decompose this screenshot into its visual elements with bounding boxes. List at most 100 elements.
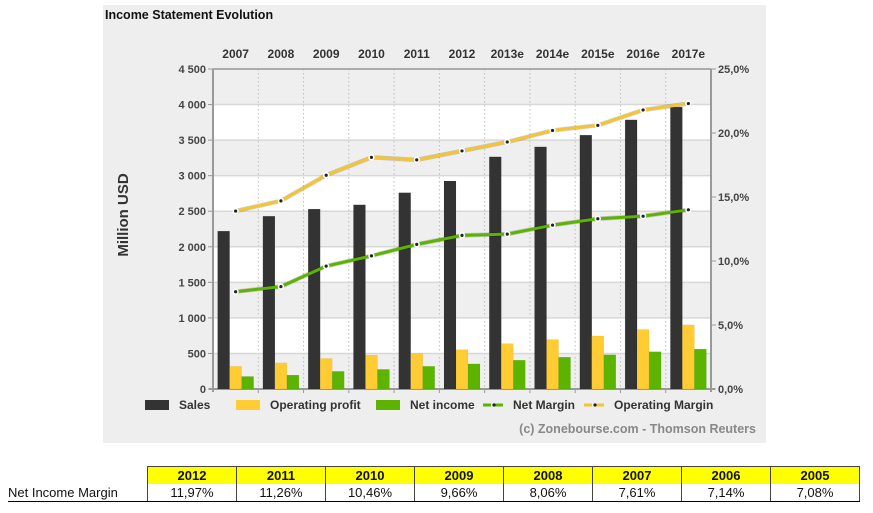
- table-corner: [8, 466, 148, 484]
- legend-swatch-dot-net-margin: [492, 403, 496, 407]
- margin-cell: 9,66%: [414, 484, 504, 502]
- operating-margin-point-dot: [279, 199, 283, 203]
- table-header-row: 2012 2011 2010 2009 2008 2007 2006 2005: [8, 466, 860, 484]
- x-tick-label: 2009: [313, 47, 340, 61]
- net-margin-point-dot: [279, 285, 283, 289]
- net-margin-point-dot: [415, 242, 419, 246]
- y2-tick-label: 15,0%: [718, 192, 749, 204]
- y-axis-label: Million USD: [115, 173, 132, 256]
- operating-margin-point-dot: [550, 128, 555, 133]
- y-tick-label: 4 500: [178, 64, 206, 76]
- operating-profit-bar: [591, 335, 605, 390]
- sales-bar: [670, 106, 683, 390]
- operating-margin-point-dot: [415, 158, 419, 162]
- operating-profit-bar: [455, 349, 469, 390]
- operating-profit-bar: [682, 324, 695, 390]
- y2-tick-label: 5,0%: [718, 320, 743, 332]
- legend-swatch-operating-profit: [236, 400, 260, 410]
- x-tick-label: 2013e: [491, 47, 525, 61]
- sales-bar: [443, 180, 457, 390]
- operating-profit-bar: [319, 358, 333, 390]
- sales-bar: [353, 204, 366, 390]
- y-axis-left-ticks: 0 500 1 000 1 500 2 000 2 500 3 000 3 500 4 000 4…: [178, 64, 213, 396]
- net-margin-point-dot: [234, 290, 238, 294]
- margin-cell: 10,46%: [325, 484, 415, 502]
- operating-margin-point-dot: [641, 108, 645, 112]
- chart-canvas: Income Statement Evolution 2007 2008 2009 2…: [105, 8, 756, 436]
- x-tick-label: 2010: [358, 47, 385, 61]
- operating-margin-point-dot: [234, 209, 238, 213]
- operating-profit-bar: [546, 339, 559, 390]
- year-header: 2012: [147, 466, 237, 484]
- net-margin-point-dot: [641, 214, 645, 218]
- chart-title: Income Statement Evolution: [105, 8, 273, 22]
- operating-profit-bar: [274, 362, 288, 390]
- sales-bar: [624, 119, 638, 390]
- net-income-bar: [286, 374, 300, 390]
- legend-label-sales: Sales: [179, 398, 211, 412]
- x-axis-ticks: 2007 2008 2009 2010 2011 2012 2013e 2014e 2015e 2…: [222, 47, 705, 61]
- sales-bar: [262, 215, 276, 390]
- operating-margin-point-dot: [505, 140, 509, 144]
- net-income-bar: [331, 371, 345, 390]
- margin-cell: 11,26%: [236, 484, 326, 502]
- net-income-bar: [422, 366, 435, 390]
- net-margin-point-dot: [460, 233, 464, 237]
- operating-profit-bar: [636, 329, 650, 390]
- sales-bar: [534, 146, 547, 390]
- legend-label-operating-margin: Operating Margin: [614, 398, 713, 412]
- x-tick-label: 2008: [268, 47, 295, 61]
- operating-profit-bar: [229, 366, 242, 390]
- net-margin-point-dot: [369, 254, 374, 258]
- net-income-bar: [513, 359, 526, 390]
- legend-label-net-margin: Net Margin: [513, 398, 575, 412]
- y2-tick-label: 25,0%: [718, 64, 749, 76]
- x-tick-label: 2016e: [626, 47, 660, 61]
- year-header: 2009: [414, 466, 504, 484]
- margin-cell: 8,06%: [503, 484, 593, 502]
- table-row: Net Income Margin 11,97% 11,26% 10,46% 9…: [8, 484, 860, 502]
- x-tick-label: 2014e: [536, 47, 570, 61]
- net-income-margin-table: 2012 2011 2010 2009 2008 2007 2006 2005 …: [8, 466, 860, 502]
- net-income-bar: [694, 348, 707, 390]
- y2-tick-label: 20,0%: [718, 128, 749, 140]
- y-axis-right-ticks: 0,0% 5,0% 10,0% 15,0% 20,0% 25,0%: [711, 64, 749, 396]
- year-header: 2008: [503, 466, 593, 484]
- net-income-bar: [603, 354, 617, 390]
- y-tick-label: 3 000: [178, 171, 206, 183]
- income-statement-chart: Income Statement Evolution 2007 2008 2009 2…: [103, 5, 766, 443]
- y-tick-label: 2 500: [178, 206, 206, 218]
- sales-bar: [489, 156, 502, 390]
- y2-tick-label: 10,0%: [718, 256, 749, 268]
- net-margin-point-dot: [324, 264, 328, 268]
- y-tick-label: 4 000: [178, 100, 206, 112]
- year-header: 2005: [770, 466, 860, 484]
- net-income-bar: [467, 363, 481, 390]
- operating-margin-point-dot: [460, 149, 464, 153]
- net-income-bar: [648, 351, 662, 390]
- sales-bar: [398, 192, 411, 390]
- net-income-bar: [558, 356, 571, 390]
- y-tick-label: 500: [188, 348, 206, 360]
- y2-tick-label: 0,0%: [718, 384, 743, 396]
- margin-cell: 7,08%: [770, 484, 860, 502]
- sales-bar: [579, 134, 593, 390]
- y-tick-label: 2 000: [178, 242, 206, 254]
- operating-profit-bar: [501, 343, 514, 390]
- operating-margin-point-dot: [686, 101, 690, 106]
- operating-profit-bar: [410, 353, 423, 390]
- operating-margin-point-dot: [324, 173, 328, 177]
- operating-margin-point-dot: [596, 123, 600, 127]
- x-tick-label: 2017e: [672, 47, 706, 61]
- legend-label-operating-profit: Operating profit: [270, 398, 361, 412]
- margin-cell: 11,97%: [147, 484, 237, 502]
- year-header: 2010: [325, 466, 415, 484]
- margin-cell: 7,14%: [681, 484, 771, 502]
- year-header: 2006: [681, 466, 771, 484]
- legend-swatch-dot-operating-margin: [593, 403, 597, 407]
- net-margin-point-dot: [596, 217, 600, 221]
- legend-label-net-income: Net income: [410, 398, 475, 412]
- y-tick-label: 3 500: [178, 135, 206, 147]
- plot-band: [213, 69, 711, 105]
- net-margin-point-dot: [686, 208, 690, 212]
